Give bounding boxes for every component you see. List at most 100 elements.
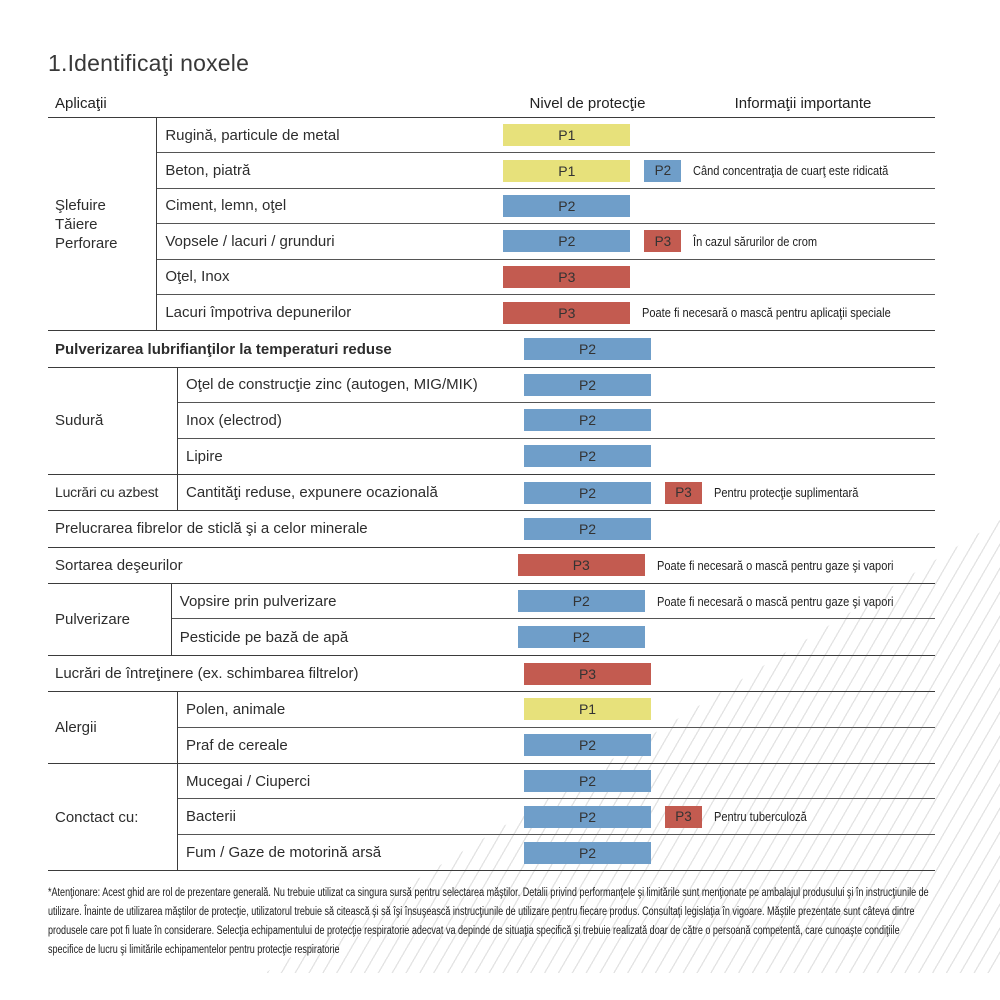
protection-badge-p2: P2 [517, 590, 645, 613]
protection-badge-p2: P2 [524, 517, 651, 540]
table-row: Rugină, particule de metal P1 [157, 118, 935, 154]
table-row: Prelucrarea fibrelor de sticlă şi a celo… [48, 511, 935, 546]
application-label: Pesticide pe bază de apă [179, 628, 349, 646]
table-row: Vopsele / lacuri / grunduri P2 P3 În caz… [157, 224, 935, 260]
protection-badge-p2: P2 [524, 805, 651, 828]
application-label: Sortarea deşeurilor [55, 556, 183, 574]
category-cell: Şlefuire Tăiere Perforare [48, 118, 158, 331]
page-title: 1.Identificaţi noxele [48, 50, 250, 76]
table-row: Sortarea deşeurilor P3 Poate fi necesară… [48, 548, 935, 583]
application-label: Oţel de construcţie zinc (autogen, MIG/M… [186, 376, 478, 394]
category-cell: Conctact cu: [48, 764, 178, 871]
protection-badge-p2: P2 [644, 159, 682, 182]
protection-badge-p3: P3 [644, 230, 682, 253]
application-label: Vopsele / lacuri / grunduri [165, 232, 335, 250]
table-row: Pulverizarea lubrifianţilor la temperatu… [48, 331, 935, 366]
important-info-note: Când concentraţia de cuarţ este ridicată [693, 163, 889, 179]
category-label: Alergii [55, 719, 97, 737]
protection-badge-p3: P3 [503, 265, 631, 288]
column-header-applications: Aplicaţii [55, 95, 107, 112]
application-label: Beton, piatră [165, 162, 251, 180]
protection-badge-p1: P1 [524, 698, 651, 721]
application-label: Vopsire prin pulverizare [179, 592, 337, 610]
application-label: Bacterii [186, 808, 237, 826]
table-row: Praf de cereale P2 [178, 728, 935, 763]
row-lucrari-de-intretinere: Lucrări de întreţinere (ex. schimbarea f… [48, 656, 935, 693]
application-label: Fum / Gaze de motorină arsă [186, 844, 382, 861]
group-contact-cu: Conctact cu: Mucegai / Ciuperci P2 Bacte… [48, 764, 935, 872]
important-info-note: Poate fi necesară o mască pentru aplicaţ… [642, 305, 892, 321]
table-row: Oţel, Inox P3 [157, 260, 935, 295]
table-row: Vopsire prin pulverizare P2 Poate fi nec… [171, 584, 935, 620]
application-label: Polen, animale [186, 700, 286, 718]
protection-badge-p2: P2 [524, 481, 651, 504]
protection-badge-p3: P3 [517, 554, 645, 577]
application-label: Cantităţi reduse, expunere ocazională [186, 484, 438, 502]
application-label: Lipire [186, 447, 223, 465]
protection-badge-p2: P2 [524, 770, 651, 793]
row-pulverizarea-lubrifiantilor: Pulverizarea lubrifianţilor la temperatu… [48, 331, 935, 368]
column-header-important-info: Informaţii importante [734, 95, 872, 112]
table-row: Lucrări de întreţinere (ex. schimbarea f… [48, 656, 935, 691]
table-row: Lacuri împotriva depunerilor P3 Poate fi… [157, 295, 935, 330]
category-label: Sudură [55, 412, 104, 430]
protection-badge-p2: P2 [524, 409, 651, 432]
protection-badge-p3: P3 [524, 662, 651, 685]
application-label: Mucegai / Ciuperci [186, 772, 311, 790]
table-row: Fum / Gaze de motorină arsă P2 [178, 835, 935, 870]
group-lucrari-cu-azbest: Lucrări cu azbest Cantităţi reduse, expu… [48, 474, 935, 512]
disclaimer-footnote: *Atenţionare: Acest ghid are rol de prez… [48, 887, 929, 956]
table-row: Oţel de construcţie zinc (autogen, MIG/M… [178, 368, 935, 404]
table-row: Beton, piatră P1 P2 Când concentraţia de… [157, 153, 935, 189]
protection-badge-p2: P2 [517, 626, 645, 649]
important-info-note: Pentru protecţie suplimentară [714, 485, 859, 501]
category-cell: Alergii [48, 692, 178, 764]
application-label: Pulverizarea lubrifianţilor la temperatu… [55, 340, 392, 358]
group-alergii: Alergii Polen, animale P1 Praf de cereal… [48, 692, 935, 765]
category-label: Şlefuire Tăiere Perforare [55, 196, 118, 252]
table-row: Ciment, lemn, oţel P2 [157, 189, 935, 225]
group-pulverizare: Pulverizare Vopsire prin pulverizare P2 … [48, 584, 935, 656]
application-label: Praf de cereale [186, 736, 288, 754]
category-cell: Lucrări cu azbest [48, 474, 178, 511]
row-sortarea-deseurilor: Sortarea deşeurilor P3 Poate fi necesară… [48, 548, 935, 585]
protection-badge-p3: P3 [665, 805, 702, 828]
category-label: Conctact cu: [55, 808, 139, 826]
protection-badge-p2: P2 [524, 373, 651, 396]
table-row: Inox (electrod) P2 [178, 403, 935, 439]
table-row: Cantităţi reduse, expunere ocazională P2… [178, 475, 935, 510]
protection-badge-p2: P2 [524, 734, 651, 757]
application-label: Prelucrarea fibrelor de sticlă şi a celo… [55, 520, 368, 538]
table-row: Pesticide pe bază de apă P2 [172, 619, 935, 654]
group-slefuire-taiere-perforare: Şlefuire Tăiere Perforare Rugină, partic… [48, 118, 935, 332]
protection-table: Şlefuire Tăiere Perforare Rugină, partic… [48, 117, 935, 872]
protection-badge-p2: P2 [503, 230, 631, 253]
application-label: Ciment, lemn, oţel [165, 197, 287, 215]
important-info-note: Pentru tuberculoză [714, 809, 807, 825]
important-info-note: În cazul sărurilor de crom [693, 233, 818, 249]
category-label: Lucrări cu azbest [55, 484, 159, 501]
table-row: Bacterii P2 P3 Pentru tuberculoză [178, 799, 935, 835]
column-header-protection-level: Nivel de protecţie [529, 95, 646, 112]
category-cell: Sudură [48, 367, 178, 474]
application-label: Rugină, particule de metal [165, 126, 340, 144]
category-label: Pulverizare [55, 610, 131, 628]
protection-badge-p3: P3 [503, 301, 631, 324]
protection-badge-p2: P2 [503, 194, 631, 217]
important-info-note: Poate fi necesară o mască pentru gaze şi… [656, 557, 894, 573]
table-row: Polen, animale P1 [178, 692, 935, 728]
table-row: Mucegai / Ciuperci P2 [178, 764, 935, 800]
application-label: Inox (electrod) [186, 411, 282, 429]
application-label: Lacuri împotriva depunerilor [165, 304, 352, 322]
category-cell: Pulverizare [48, 584, 172, 655]
protection-badge-p2: P2 [524, 338, 651, 361]
application-label: Oţel, Inox [165, 268, 230, 286]
protection-badge-p1: P1 [503, 124, 631, 147]
protection-badge-p3: P3 [665, 481, 702, 504]
group-sudura: Sudură Oţel de construcţie zinc (autogen… [48, 367, 935, 475]
protection-badge-p1: P1 [503, 159, 631, 182]
application-label: Lucrări de întreţinere (ex. schimbarea f… [55, 665, 359, 683]
row-prelucrarea-fibrelor: Prelucrarea fibrelor de sticlă şi a celo… [48, 511, 935, 548]
important-info-note: Poate fi necesară o mască pentru gaze şi… [656, 593, 894, 609]
table-row: Lipire P2 [178, 439, 935, 474]
